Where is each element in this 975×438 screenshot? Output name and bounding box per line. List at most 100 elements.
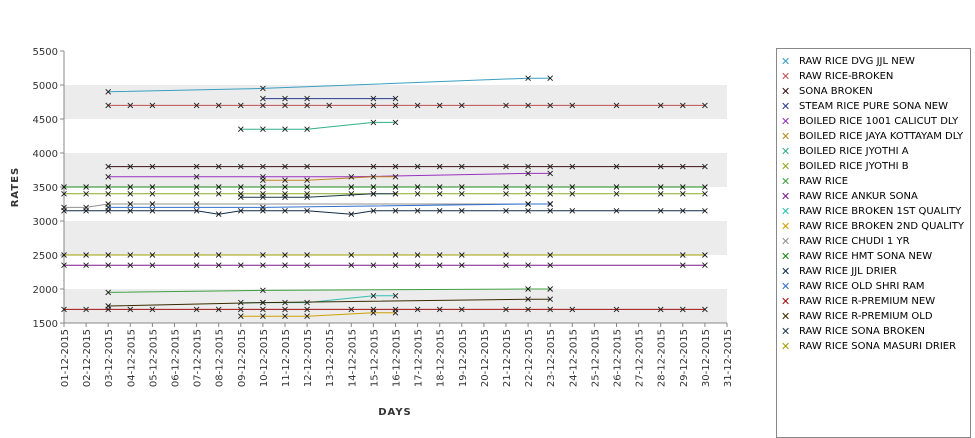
data-point	[61, 190, 67, 197]
legend-marker-icon: ✕	[781, 340, 791, 353]
grid-band	[64, 153, 727, 187]
data-point	[392, 306, 399, 313]
data-point	[149, 252, 156, 258]
data-point	[304, 306, 310, 313]
x-tick-label: 18-12-2015	[436, 329, 447, 387]
data-point	[414, 163, 421, 170]
data-point	[679, 252, 686, 258]
data-point	[436, 306, 443, 313]
data-point	[260, 306, 266, 313]
data-point	[702, 252, 708, 258]
data-point	[260, 299, 266, 306]
legend-item: ✕ SONA BROKEN	[777, 86, 970, 97]
data-point	[282, 194, 288, 201]
data-point	[414, 207, 421, 214]
data-point	[237, 163, 244, 170]
data-point	[702, 306, 708, 313]
x-tick-label: 27-12-2015	[635, 329, 646, 387]
series-line	[108, 203, 551, 208]
legend-item: ✕ RAW RICE HMT SONA NEW	[777, 251, 970, 262]
data-point	[503, 184, 509, 190]
data-point	[547, 306, 554, 313]
data-point	[304, 102, 310, 109]
data-point	[105, 204, 112, 211]
data-point	[348, 252, 355, 258]
legend-label: RAW RICE OLD SHRI RAM	[799, 281, 925, 292]
legend-label: RAW RICE SONA MASURI DRIER	[799, 341, 957, 352]
data-point	[679, 163, 686, 170]
data-point	[105, 102, 112, 109]
data-point	[215, 252, 222, 258]
data-point	[260, 287, 266, 294]
data-point	[569, 190, 576, 197]
data-point	[127, 306, 134, 313]
data-point	[458, 190, 465, 197]
data-point	[193, 102, 200, 109]
legend-marker-icon: ✕	[781, 310, 791, 323]
data-point	[282, 126, 288, 133]
data-point	[127, 252, 134, 258]
legend-marker-icon: ✕	[781, 70, 791, 83]
data-point	[215, 184, 222, 190]
data-point	[547, 163, 554, 170]
legend-label: RAW RICE SONA BROKEN	[799, 326, 926, 337]
data-point	[304, 299, 310, 306]
data-point	[392, 262, 399, 269]
legend-label: RAW RICE CHUDI 1 YR	[799, 236, 910, 247]
data-point	[436, 262, 443, 269]
legend-label: RAW RICE DVG JJL NEW	[799, 56, 915, 67]
data-point	[414, 184, 421, 190]
data-point	[392, 207, 399, 214]
x-tick-label: 08-12-2015	[215, 329, 226, 387]
legend-item: ✕ BOILED RICE JYOTHI B	[777, 161, 970, 172]
data-point	[127, 262, 134, 269]
data-point	[260, 184, 266, 190]
data-point	[237, 299, 244, 306]
legend-item: ✕ RAW RICE OLD SHRI RAM	[777, 281, 970, 292]
data-point	[436, 102, 443, 109]
data-point	[215, 102, 222, 109]
data-point	[525, 296, 531, 303]
data-point	[370, 207, 377, 214]
data-point	[569, 163, 576, 170]
data-point	[458, 262, 465, 269]
grid-band	[64, 289, 727, 323]
data-point	[282, 102, 288, 109]
data-point	[304, 262, 310, 269]
data-point	[282, 299, 288, 306]
data-point	[127, 102, 134, 109]
data-point	[525, 170, 531, 177]
data-point	[525, 184, 531, 190]
data-point	[282, 184, 288, 190]
data-point	[702, 102, 708, 109]
data-point	[215, 211, 222, 218]
data-point	[702, 190, 708, 197]
legend-label: RAW RICE BROKEN 1ST QUALITY	[799, 206, 962, 217]
data-point	[237, 313, 244, 320]
legend-label: BOILED RICE JAYA KOTTAYAM DLY	[799, 131, 964, 142]
data-point	[193, 262, 200, 269]
grid-band	[64, 221, 727, 255]
data-point	[304, 95, 310, 102]
data-point	[392, 119, 399, 126]
legend-marker-icon: ✕	[781, 280, 791, 293]
data-point	[193, 201, 200, 207]
data-point	[193, 184, 200, 190]
data-point	[304, 252, 310, 258]
x-tick-label: 28-12-2015	[657, 329, 668, 387]
x-tick-label: 25-12-2015	[590, 329, 601, 387]
data-point	[282, 177, 288, 184]
data-point	[569, 207, 576, 214]
data-point	[83, 262, 89, 269]
data-point	[436, 252, 443, 258]
data-point	[193, 190, 200, 197]
data-point	[260, 204, 266, 211]
x-tick-label: 03-12-2015	[104, 329, 115, 387]
data-point	[370, 262, 377, 269]
y-tick-label: 2500	[33, 251, 58, 262]
line-chart: 1500 2000 2500 3000 3500 4000 4500 5000 5500 01-…	[10, 47, 734, 418]
y-tick-label: 4000	[33, 149, 58, 160]
data-point	[282, 163, 288, 170]
data-point	[679, 190, 686, 197]
data-point	[392, 252, 399, 258]
